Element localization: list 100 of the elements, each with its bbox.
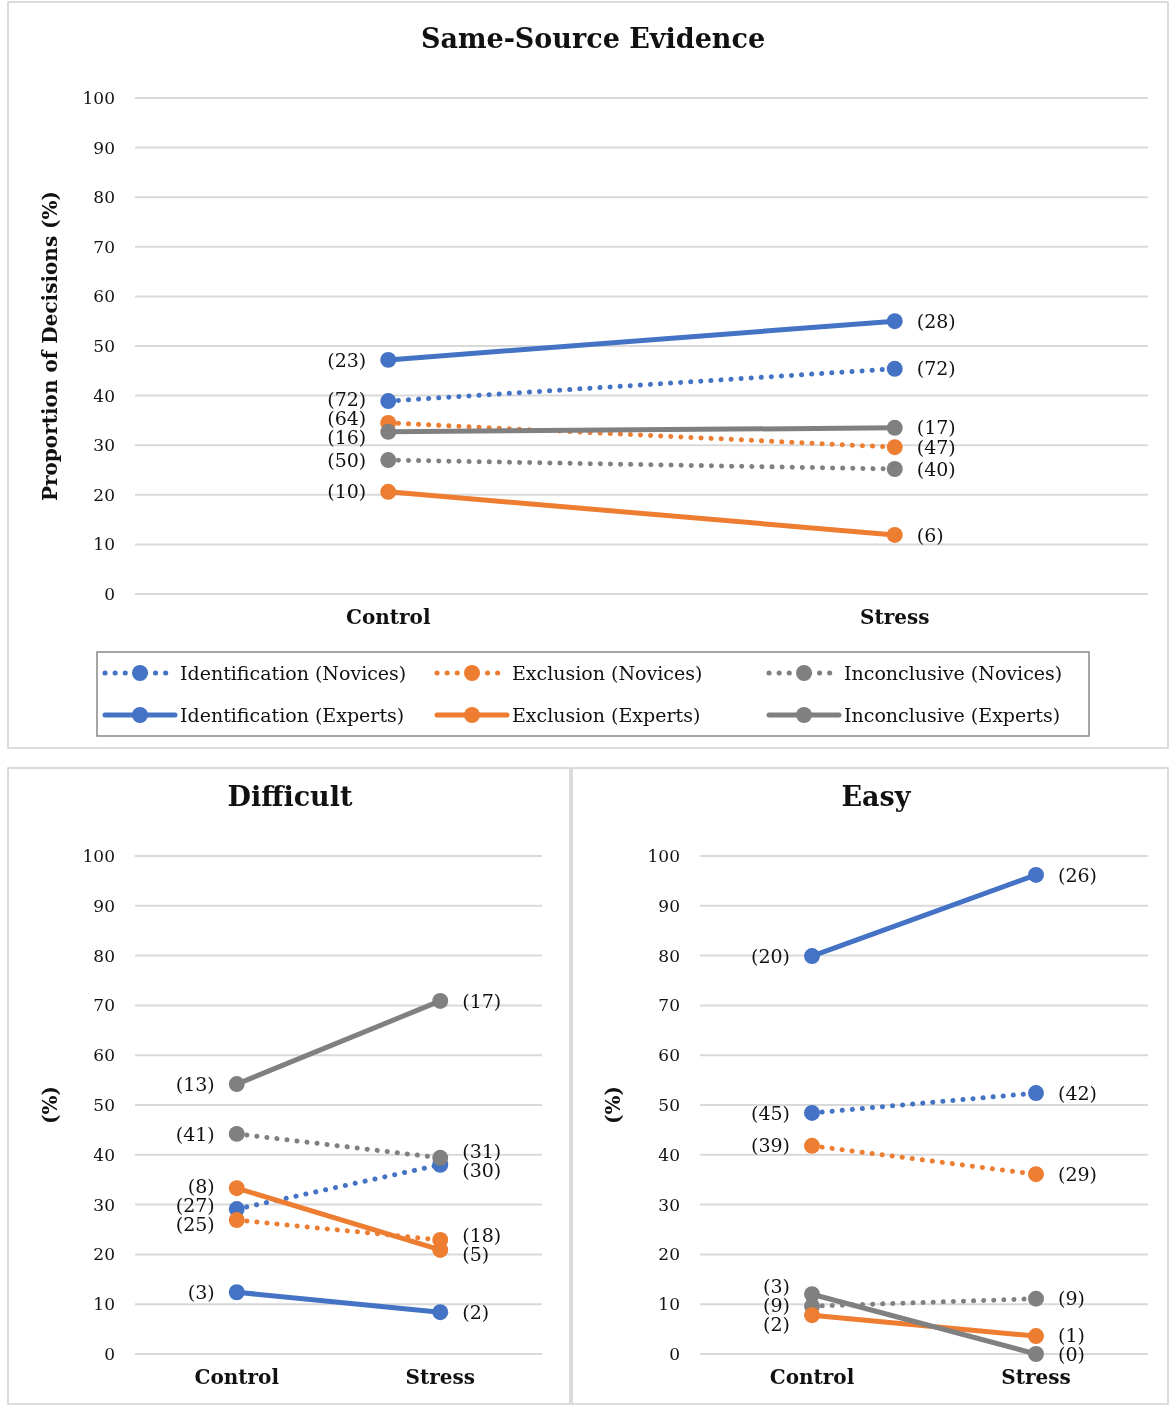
- point: [432, 1149, 449, 1166]
- point: [886, 439, 903, 456]
- y-tick-label: 40: [93, 385, 115, 406]
- y-tick-label: 80: [93, 187, 115, 208]
- y-tick-label: 30: [93, 435, 115, 456]
- y-tick-label: 60: [93, 1045, 115, 1066]
- legend-label: Identification (Experts): [180, 703, 405, 726]
- annotation: (2): [462, 1300, 490, 1323]
- y-tick-label: 50: [658, 1094, 680, 1115]
- annotation: (28): [916, 309, 956, 332]
- point: [1028, 1346, 1044, 1362]
- annotation: (23): [327, 348, 367, 371]
- x-tick-label: Stress: [860, 605, 930, 630]
- y-tick-label: 0: [669, 1343, 680, 1364]
- annotation: (50): [327, 448, 367, 471]
- point: [804, 1105, 820, 1121]
- chart-title: Same-Source Evidence: [420, 23, 766, 54]
- y-tick-label: 90: [93, 895, 115, 916]
- chart-title: Difficult: [227, 781, 353, 812]
- point: [1028, 1290, 1044, 1307]
- point: [228, 1284, 245, 1301]
- y-tick-label: 0: [104, 583, 115, 604]
- point: [380, 423, 397, 440]
- point: [432, 992, 449, 1009]
- y-tick-label: 40: [93, 1144, 115, 1165]
- y-tick-label: 60: [658, 1045, 680, 1066]
- annotation: (29): [1058, 1162, 1098, 1185]
- x-tick-label: Control: [769, 1365, 855, 1390]
- legend-label: Inconclusive (Experts): [844, 703, 1061, 726]
- legend-label: Identification (Novices): [180, 661, 407, 684]
- annotation: (13): [175, 1072, 215, 1095]
- y-tick-label: 70: [658, 995, 680, 1016]
- x-tick-label: Stress: [405, 1365, 475, 1390]
- annotation: (72): [327, 388, 367, 411]
- y-tick-label: 40: [658, 1144, 680, 1165]
- legend-label: Exclusion (Experts): [512, 703, 701, 726]
- point: [804, 948, 820, 965]
- annotation: (41): [175, 1122, 215, 1145]
- annotation: (72): [916, 357, 956, 380]
- y-tick-label: 10: [93, 534, 115, 555]
- legend-label: Exclusion (Novices): [512, 661, 703, 684]
- annotation: (8): [187, 1175, 215, 1198]
- annotation: (18): [462, 1224, 502, 1247]
- point: [380, 452, 397, 469]
- y-tick-label: 60: [93, 286, 115, 307]
- y-tick-label: 10: [93, 1294, 115, 1315]
- point: [380, 393, 397, 410]
- y-tick-label: 70: [93, 236, 115, 257]
- y-tick-label: 30: [93, 1194, 115, 1215]
- point: [886, 360, 903, 377]
- y-axis-title: Proportion of Decisions (%): [38, 190, 62, 502]
- y-tick-label: 50: [93, 335, 115, 356]
- point: [886, 527, 903, 543]
- annotation: (31): [462, 1140, 502, 1163]
- point: [804, 1286, 820, 1303]
- annotation: (42): [1058, 1081, 1098, 1104]
- annotation: (3): [187, 1280, 215, 1303]
- annotation: (10): [327, 480, 367, 503]
- point: [380, 351, 397, 368]
- annotation: (39): [750, 1134, 790, 1157]
- point: [432, 1304, 449, 1321]
- annotation: (9): [1058, 1287, 1085, 1310]
- y-tick-label: 20: [93, 1244, 115, 1265]
- x-tick-label: Control: [194, 1365, 280, 1390]
- annotation: (40): [916, 457, 956, 480]
- y-tick-label: 100: [82, 87, 115, 108]
- legend-label: Inconclusive (Novices): [844, 661, 1063, 684]
- point: [1028, 1166, 1044, 1183]
- annotation: (20): [750, 944, 790, 967]
- x-tick-label: Stress: [1001, 1365, 1071, 1390]
- y-tick-label: 50: [93, 1094, 115, 1115]
- annotation: (45): [750, 1101, 790, 1124]
- y-axis-title: (%): [38, 1086, 62, 1124]
- y-tick-label: 20: [93, 484, 115, 505]
- point: [886, 461, 903, 477]
- point: [228, 1212, 245, 1228]
- point: [1028, 1328, 1044, 1345]
- point: [228, 1180, 245, 1197]
- annotation: (26): [1058, 863, 1098, 886]
- annotation: (1): [1058, 1324, 1085, 1347]
- y-tick-label: 100: [82, 845, 115, 866]
- point: [228, 1076, 245, 1093]
- y-tick-label: 100: [647, 845, 680, 866]
- point: [1028, 866, 1044, 883]
- y-tick-label: 10: [658, 1294, 680, 1315]
- y-axis-title: (%): [601, 1086, 625, 1124]
- point: [804, 1137, 820, 1154]
- y-tick-label: 20: [658, 1244, 680, 1265]
- chart-title: Easy: [841, 781, 912, 812]
- point: [886, 313, 903, 330]
- y-tick-label: 90: [93, 137, 115, 158]
- point: [228, 1125, 245, 1142]
- annotation: (3): [763, 1274, 790, 1297]
- point: [886, 419, 903, 436]
- y-tick-label: 90: [658, 895, 680, 916]
- annotation: (17): [916, 416, 956, 439]
- y-tick-label: 0: [104, 1343, 115, 1364]
- y-tick-label: 70: [93, 995, 115, 1016]
- annotation: (17): [462, 989, 502, 1012]
- point: [380, 483, 397, 500]
